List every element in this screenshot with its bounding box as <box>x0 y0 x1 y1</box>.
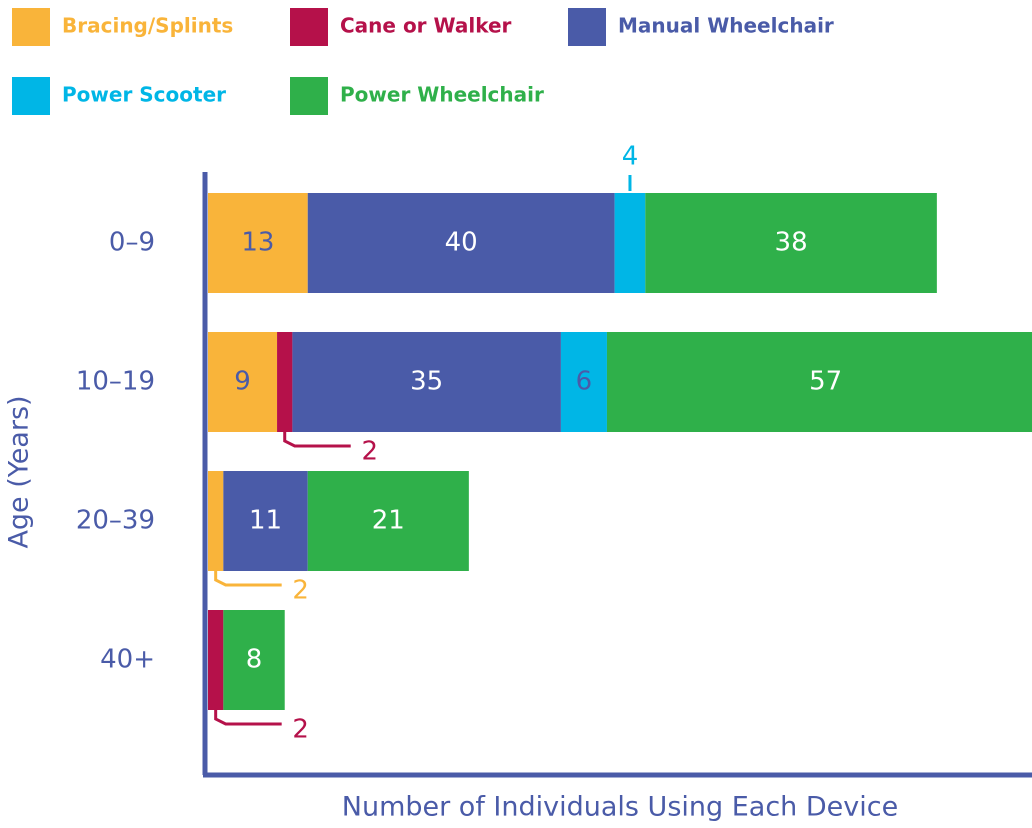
data-label: 8 <box>246 645 263 675</box>
bar-segment <box>606 332 1032 432</box>
data-label: 11 <box>249 506 282 536</box>
data-label: 21 <box>372 506 405 536</box>
data-label: 57 <box>809 367 842 397</box>
bar-segment <box>208 193 308 293</box>
bar-segment <box>292 332 561 432</box>
bar-segment <box>208 471 224 571</box>
leader-line <box>214 571 282 587</box>
y-tick-label: 0–9 <box>109 228 155 258</box>
data-label: 9 <box>234 367 251 397</box>
legend-label: Power Scooter <box>62 83 226 107</box>
data-label: 4 <box>622 142 639 172</box>
data-label: 40 <box>445 228 478 258</box>
bar-segment <box>223 610 285 710</box>
bar-segment <box>560 332 607 432</box>
leader-line <box>214 710 282 726</box>
y-axis-title: Age (Years) <box>4 395 35 548</box>
legend-swatch <box>290 8 328 46</box>
y-tick-label: 40+ <box>100 645 155 675</box>
data-label: 2 <box>292 715 309 745</box>
bar-segment <box>208 332 278 432</box>
data-label: 35 <box>410 367 443 397</box>
data-label: 13 <box>241 228 274 258</box>
legend-swatch <box>290 77 328 115</box>
legend-label: Manual Wheelchair <box>618 14 834 38</box>
data-label: 2 <box>292 576 309 606</box>
data-label: 2 <box>361 437 378 467</box>
bar-segment <box>277 332 293 432</box>
legend-label: Bracing/Splints <box>62 14 233 38</box>
bar-segment <box>614 193 646 293</box>
bar-segment <box>307 471 469 571</box>
legend-label: Cane or Walker <box>340 14 512 38</box>
y-tick-label: 20–39 <box>76 506 155 536</box>
legend-swatch <box>12 8 50 46</box>
x-axis-title: Number of Individuals Using Each Device <box>342 792 898 823</box>
data-label: 6 <box>576 367 593 397</box>
bar-segment <box>645 193 937 293</box>
legend-swatch <box>12 77 50 115</box>
data-label: 38 <box>775 228 808 258</box>
bar-segment <box>208 610 224 710</box>
bar-segment <box>307 193 615 293</box>
y-tick-label: 10–19 <box>76 367 155 397</box>
bar-segment <box>223 471 308 571</box>
legend-swatch <box>568 8 606 46</box>
legend-label: Power Wheelchair <box>340 83 544 107</box>
leader-line <box>283 432 351 448</box>
